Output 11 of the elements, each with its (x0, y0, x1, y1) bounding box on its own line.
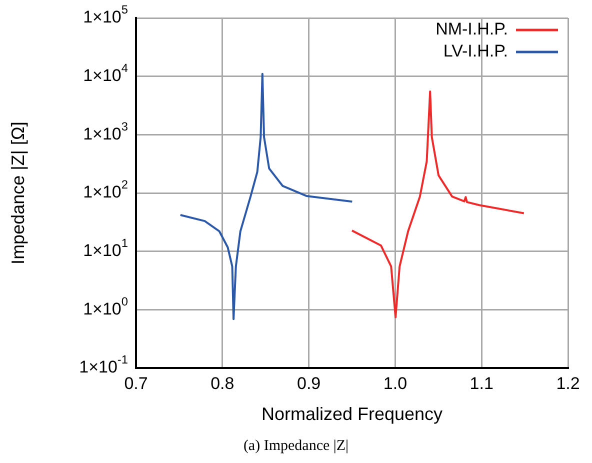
legend-label: LV-I.H.P. (443, 42, 508, 61)
x-tick-label: 1.1 (470, 374, 494, 393)
x-tick-label: 0.7 (124, 374, 148, 393)
x-tick-label: 0.9 (296, 374, 321, 393)
x-tick-label: 1.2 (556, 374, 580, 393)
x-tick-label: 0.8 (210, 374, 234, 393)
x-tick-label: 1.0 (383, 374, 408, 393)
y-axis-title: Impedance |Z| [Ω] (8, 122, 28, 264)
x-axis-title: Normalized Frequency (261, 404, 443, 424)
text: (a) Impedance |Z| (242, 438, 350, 455)
legend-label: NM-I.H.P. (436, 20, 508, 39)
